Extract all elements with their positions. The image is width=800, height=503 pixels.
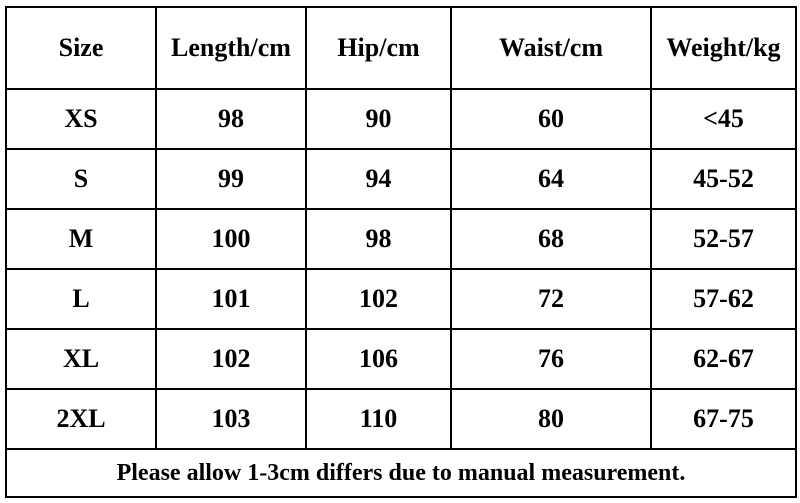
- data-cell: <45: [650, 88, 797, 150]
- data-cell: S: [5, 148, 157, 210]
- data-cell: 99: [155, 148, 307, 210]
- data-cell: 52-57: [650, 208, 797, 270]
- header-cell: Hip/cm: [305, 6, 452, 90]
- data-cell: 101: [155, 268, 307, 330]
- table-body: Size Length/cm Hip/cm Waist/cm Weight/kg XS 98…: [5, 6, 797, 498]
- footer-row: Please allow 1-3cm differs due to manual…: [5, 448, 797, 498]
- header-cell: Length/cm: [155, 6, 307, 90]
- data-row: 2XL 103 110 80 67-75: [5, 388, 797, 450]
- data-row: XL 102 106 76 62-67: [5, 328, 797, 390]
- header-cell: Size: [5, 6, 157, 90]
- data-cell: 57-62: [650, 268, 797, 330]
- size-chart: Size Length/cm Hip/cm Waist/cm Weight/kg XS 98…: [5, 6, 797, 498]
- data-cell: 94: [305, 148, 452, 210]
- data-cell: 102: [155, 328, 307, 390]
- data-row: S 99 94 64 45-52: [5, 148, 797, 210]
- header-cell: Waist/cm: [450, 6, 652, 90]
- data-cell: 60: [450, 88, 652, 150]
- data-cell: 64: [450, 148, 652, 210]
- data-cell: 76: [450, 328, 652, 390]
- data-cell: 72: [450, 268, 652, 330]
- data-cell: 62-67: [650, 328, 797, 390]
- data-cell: XL: [5, 328, 157, 390]
- header-cell: Weight/kg: [650, 6, 797, 90]
- data-cell: 68: [450, 208, 652, 270]
- data-cell: 106: [305, 328, 452, 390]
- footer-note: Please allow 1-3cm differs due to manual…: [5, 448, 797, 498]
- header-row: Size Length/cm Hip/cm Waist/cm Weight/kg: [5, 6, 797, 90]
- data-cell: 45-52: [650, 148, 797, 210]
- data-cell: 103: [155, 388, 307, 450]
- data-cell: M: [5, 208, 157, 270]
- data-cell: 2XL: [5, 388, 157, 450]
- data-row: L 101 102 72 57-62: [5, 268, 797, 330]
- data-row: XS 98 90 60 <45: [5, 88, 797, 150]
- data-cell: XS: [5, 88, 157, 150]
- data-row: M 100 98 68 52-57: [5, 208, 797, 270]
- data-cell: 67-75: [650, 388, 797, 450]
- data-cell: 98: [155, 88, 307, 150]
- data-cell: 98: [305, 208, 452, 270]
- data-cell: 90: [305, 88, 452, 150]
- data-cell: 102: [305, 268, 452, 330]
- data-cell: 80: [450, 388, 652, 450]
- data-cell: 110: [305, 388, 452, 450]
- size-table: Size Length/cm Hip/cm Waist/cm Weight/kg XS 98…: [5, 6, 797, 498]
- data-cell: 100: [155, 208, 307, 270]
- data-cell: L: [5, 268, 157, 330]
